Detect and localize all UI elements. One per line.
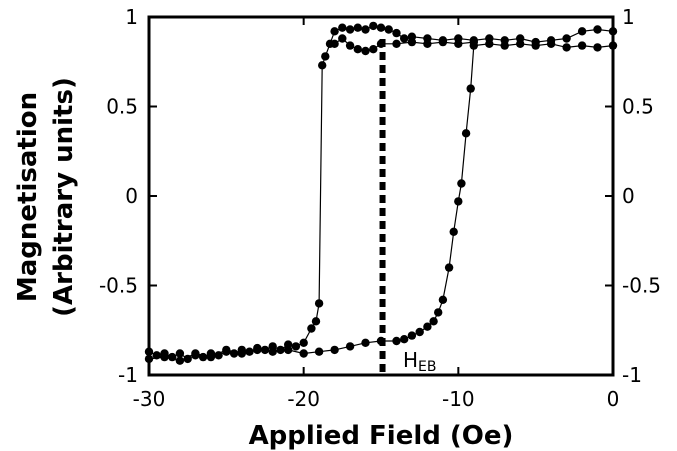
data-point: [392, 336, 401, 346]
data-point: [438, 295, 448, 304]
data-point: [276, 345, 285, 355]
y-right-tick-label: -0.5: [622, 274, 661, 298]
data-point: [369, 21, 378, 31]
data-point: [237, 349, 246, 358]
y-tick-label: -0.5: [99, 274, 138, 298]
heb-label: HEB: [403, 348, 437, 375]
data-point: [311, 317, 321, 326]
y-tick-label: 0: [125, 184, 138, 208]
data-point: [466, 84, 475, 93]
data-point: [400, 335, 409, 344]
data-point: [330, 345, 339, 355]
data-point: [321, 52, 330, 61]
data-point: [353, 23, 362, 32]
data-point: [175, 349, 185, 358]
data-point: [222, 345, 231, 355]
data-point: [444, 263, 454, 272]
data-point: [191, 349, 200, 358]
series-line: [148, 25, 614, 360]
data-point: [577, 27, 587, 36]
y-axis-title-line2: (Arbitrary units): [49, 77, 79, 317]
data-point: [376, 23, 386, 32]
data-point: [449, 227, 458, 236]
x-tick-label: -10: [442, 387, 475, 411]
data-point: [392, 39, 401, 48]
data-point: [531, 41, 540, 50]
data-point: [423, 39, 432, 48]
data-point: [361, 338, 370, 347]
data-point: [299, 338, 308, 347]
series-2: [144, 39, 618, 365]
data-point: [260, 345, 270, 355]
data-point: [415, 327, 424, 337]
y-tick-label: 1: [125, 5, 138, 29]
data-point: [361, 25, 370, 34]
data-point: [345, 342, 355, 351]
data-point: [183, 354, 192, 364]
heb-label-sub: EB: [418, 359, 436, 375]
data-point: [454, 197, 463, 206]
y-right-tick-label: 0.5: [622, 95, 654, 119]
y-right-tick-label: 0: [622, 184, 635, 208]
axes: -30 -20 -10 0-1 -1-0.5 -0.50 00.5 0.51 1: [99, 5, 661, 411]
x-tick-label: -20: [287, 387, 320, 411]
y-axis-title-line1: Magnetisation: [13, 92, 43, 302]
data-point: [407, 331, 417, 340]
data-point: [384, 25, 393, 34]
chart-marks: [144, 21, 618, 365]
data-point: [423, 322, 432, 331]
data-point: [461, 129, 471, 138]
data-point: [562, 34, 571, 43]
data-point: [291, 342, 301, 351]
data-point: [299, 349, 308, 358]
data-point: [338, 34, 347, 43]
data-point: [454, 39, 463, 48]
data-point: [175, 356, 185, 365]
data-point: [345, 25, 355, 34]
data-point: [361, 46, 370, 56]
data-point: [434, 308, 443, 317]
data-point: [593, 43, 602, 52]
series-line: [148, 43, 614, 362]
data-point: [438, 37, 448, 47]
x-tick-label: -30: [133, 387, 166, 411]
data-point: [593, 25, 602, 34]
y-tick-label: 0.5: [106, 95, 138, 119]
data-point: [314, 299, 324, 308]
y-tick-label: -1: [118, 363, 138, 387]
data-point: [330, 39, 339, 48]
data-point: [160, 352, 169, 362]
data-point: [392, 28, 401, 38]
data-point: [318, 61, 327, 70]
data-point: [500, 41, 509, 50]
data-point: [253, 345, 262, 355]
data-point: [268, 347, 277, 356]
x-tick-label: 0: [607, 387, 620, 411]
data-point: [314, 347, 324, 356]
data-point: [353, 45, 362, 54]
data-point: [369, 45, 378, 54]
data-point: [284, 345, 293, 355]
data-point: [485, 39, 494, 48]
heb-label-main: H: [403, 348, 418, 372]
data-point: [546, 39, 556, 48]
data-point: [457, 179, 466, 188]
data-point: [516, 39, 525, 48]
data-point: [429, 317, 438, 326]
data-point: [562, 43, 571, 52]
x-axis-title: Applied Field (Oe): [249, 421, 514, 451]
data-point: [330, 27, 339, 36]
y-right-tick-label: 1: [622, 5, 635, 29]
data-point: [345, 41, 355, 50]
data-point: [407, 37, 417, 47]
data-point: [214, 351, 223, 360]
data-point: [400, 34, 409, 43]
data-point: [577, 41, 587, 50]
data-point: [469, 37, 478, 47]
data-point: [307, 324, 316, 333]
y-right-tick-label: -1: [622, 363, 642, 387]
data-point: [338, 23, 347, 32]
data-point: [206, 352, 216, 362]
